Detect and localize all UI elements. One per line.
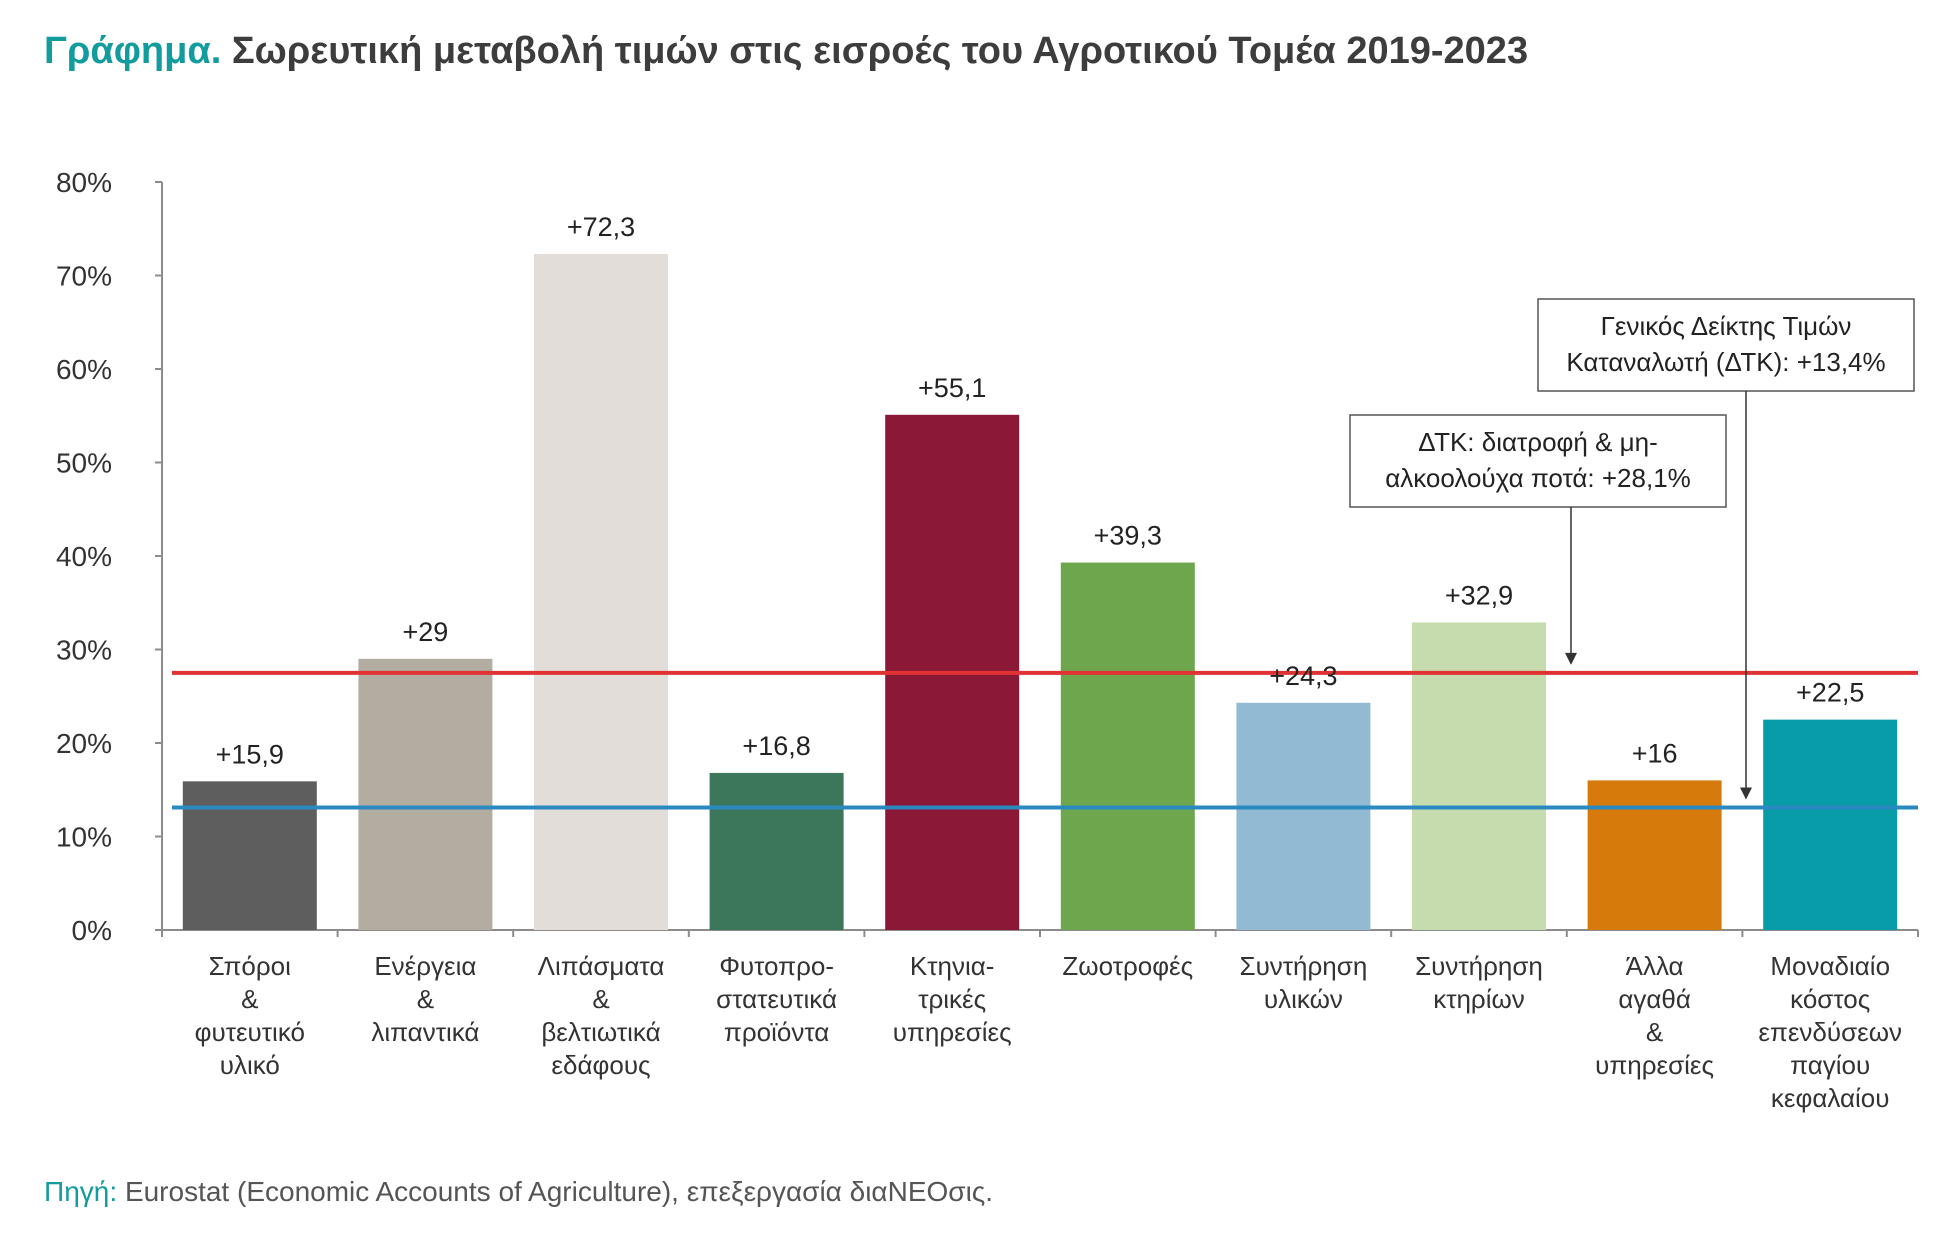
category-label-line: υπηρεσίες: [1595, 1050, 1714, 1080]
annotation-box: [1349, 414, 1727, 508]
category-label-line: προϊόντα: [724, 1017, 829, 1047]
y-tick-label: 40%: [56, 541, 112, 572]
category-label-line: Φυτοπρο-: [719, 951, 834, 981]
bar: [1763, 719, 1898, 930]
bar-value-label: +29: [402, 617, 448, 647]
bar-value-label: +39,3: [1094, 521, 1162, 551]
annotation-text: ΔΤΚ: διατροφή & μη-αλκοολούχα ποτά: +28,…: [1385, 427, 1691, 493]
y-tick-label: 70%: [56, 261, 112, 292]
bar-value-label: +15,9: [216, 739, 284, 769]
category-label: Ζωοτροφές: [1062, 951, 1193, 981]
category-label-line: τρικές: [918, 984, 986, 1014]
category-label: Συντήρηση κτηρίων: [1415, 951, 1543, 1014]
category-label-line: Ζωοτροφές: [1062, 951, 1193, 981]
y-tick-label: 50%: [56, 448, 112, 479]
category-label-line: στατευτικά: [716, 984, 837, 1014]
source-label: Πηγή:: [44, 1176, 118, 1207]
category-label-line: αγαθά: [1618, 984, 1691, 1014]
bar-value-label: +16: [1632, 738, 1678, 768]
chart-title: Γράφημα. Σωρευτική μεταβολή τιμών στις ε…: [44, 30, 1528, 73]
category-label-line: υπηρεσίες: [893, 1017, 1012, 1047]
annotation-box: [1537, 298, 1915, 392]
category-label-line: Άλλα: [1626, 951, 1684, 981]
category-label-line: κόστος: [1790, 984, 1870, 1014]
category-label-line: &: [241, 984, 258, 1014]
chart-axes: 0% 10% 20% 30% 40% 50% 60% 70% 80%: [56, 167, 1919, 946]
general-cpi-annotation: Γενικός Δείκτης Τιμών Καταναλωτή (ΔΤΚ): +…: [1537, 298, 1915, 800]
bar: [1060, 562, 1195, 930]
annotation-text-line: Γενικός Δείκτης Τιμών: [1601, 311, 1852, 341]
bar-value-label: +16,8: [742, 731, 810, 761]
bar: [182, 781, 317, 930]
bar: [1236, 702, 1371, 930]
annotation-text-line: αλκοολούχα ποτά: +28,1%: [1385, 463, 1691, 493]
category-label-line: υλικών: [1264, 984, 1343, 1014]
bar: [1412, 622, 1546, 930]
y-tick-label: 30%: [56, 635, 112, 666]
category-label-line: &: [1646, 1017, 1663, 1047]
bar: [1587, 780, 1722, 930]
category-label-line: &: [417, 984, 434, 1014]
source-note: Πηγή: Eurostat (Economic Accounts of Agr…: [44, 1176, 993, 1208]
bar-value-label: +22,5: [1796, 678, 1864, 708]
category-label: Μοναδιαίο κόστος επενδύσεων παγίου κεφαλαίου: [1758, 951, 1902, 1113]
category-label: Σπόροι & φυτευτικό υλικό: [195, 951, 305, 1080]
category-label-line: Συντήρηση: [1415, 951, 1543, 981]
category-label-line: φυτευτικό: [195, 1017, 305, 1047]
category-label: Άλλα αγαθά & υπηρεσίες: [1595, 951, 1714, 1080]
annotation-text: Γενικός Δείκτης Τιμών Καταναλωτή (ΔΤΚ): +…: [1566, 311, 1885, 377]
y-tick-label: 0%: [72, 915, 112, 946]
category-label-line: Κτηνια-: [910, 951, 995, 981]
bar: [534, 253, 668, 930]
category-label-line: Μοναδιαίο: [1770, 951, 1890, 981]
category-label-line: υλικό: [220, 1050, 280, 1080]
category-label-line: παγίου: [1790, 1050, 1870, 1080]
category-label-line: Ενέργεια: [374, 951, 476, 981]
y-tick-label: 20%: [56, 728, 112, 759]
bar: [358, 658, 493, 930]
chart-title-lead: Γράφημα.: [44, 30, 222, 72]
category-label-line: βελτιωτικά: [541, 1017, 660, 1047]
bar-value-label: +24,3: [1269, 661, 1337, 691]
category-label-line: λιπαντικά: [371, 1017, 479, 1047]
category-label: Λιπάσματα & βελτιωτικά εδάφους: [538, 951, 665, 1080]
annotation-arrow-head: [1740, 787, 1752, 800]
category-label-line: κεφαλαίου: [1771, 1083, 1890, 1113]
category-label: Κτηνια-τρικές υπηρεσίες: [893, 951, 1012, 1047]
food-cpi-annotation: ΔΤΚ: διατροφή & μη-αλκοολούχα ποτά: +28,…: [1349, 414, 1727, 665]
y-tick-label: 10%: [56, 822, 112, 853]
category-label: Φυτοπρο-στατευτικά προϊόντα: [716, 951, 837, 1047]
category-label-line: επενδύσεων: [1758, 1017, 1902, 1047]
bar-value-label: +72,3: [567, 212, 635, 242]
category-label: Συντήρηση υλικών: [1240, 951, 1368, 1014]
chart-bars: [182, 253, 1898, 930]
bar: [709, 772, 844, 930]
y-tick-label: 60%: [56, 354, 112, 385]
annotation-arrow-head: [1565, 652, 1577, 665]
category-label-line: Λιπάσματα: [538, 951, 665, 981]
category-label-line: Σπόροι: [209, 951, 291, 981]
annotation-text-line: ΔΤΚ: διατροφή & μη-: [1418, 427, 1658, 457]
source-text: Eurostat (Economic Accounts of Agricultu…: [124, 1176, 994, 1207]
chart-title-text: Σωρευτική μεταβολή τιμών στις εισροές το…: [231, 30, 1529, 72]
category-label: Ενέργεια & λιπαντικά: [371, 951, 479, 1047]
reference-lines: [172, 670, 1918, 810]
annotation-text-line: Καταναλωτή (ΔΤΚ): +13,4%: [1566, 347, 1885, 377]
bar-value-label: +32,9: [1445, 580, 1513, 610]
category-label-line: Συντήρηση: [1240, 951, 1368, 981]
y-tick-label: 80%: [56, 167, 112, 198]
bar-value-label: +55,1: [918, 373, 986, 403]
category-label-line: &: [592, 984, 609, 1014]
category-label-line: εδάφους: [551, 1050, 650, 1080]
category-label-line: κτηρίων: [1433, 984, 1525, 1014]
